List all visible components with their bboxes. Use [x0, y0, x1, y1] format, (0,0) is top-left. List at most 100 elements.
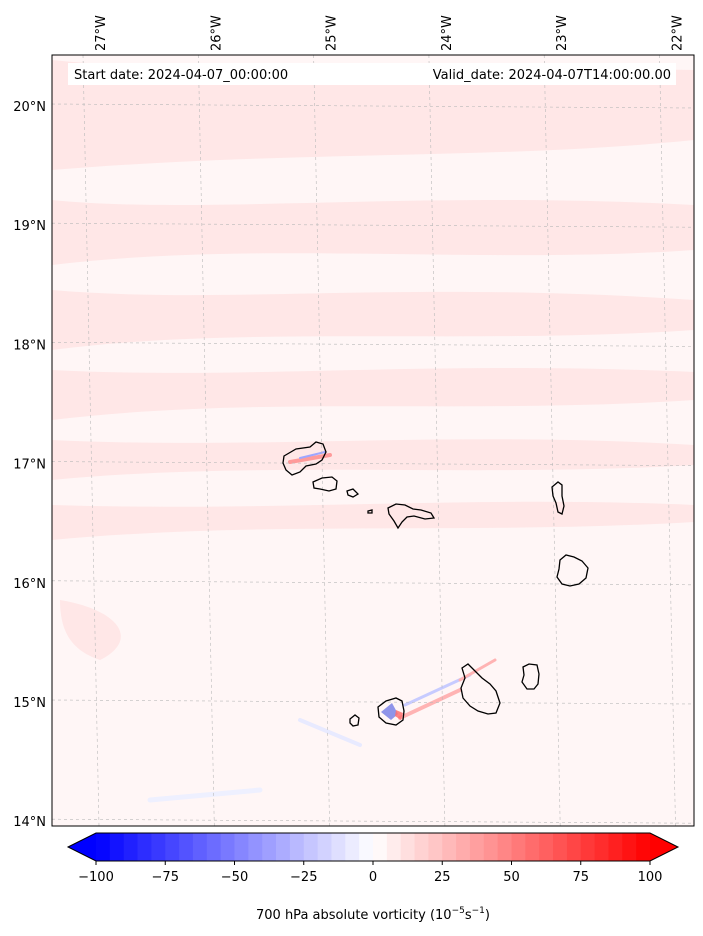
colorbar-segment	[428, 833, 443, 861]
colorbar-segment	[359, 833, 374, 861]
colorbar	[66, 832, 680, 862]
colorbar-segment	[594, 833, 609, 861]
colorbar-extend-high	[650, 833, 678, 861]
longitude-labels: 27°W 26°W 25°W 24°W 23°W 22°W	[94, 15, 686, 51]
latitude-labels: 20°N 19°N 18°N 17°N 16°N 15°N 14°N	[13, 100, 46, 830]
colorbar-segment	[165, 833, 180, 861]
island-sao-nicolau	[387, 503, 436, 530]
gridline-lon	[313, 54, 330, 827]
colorbar-segment	[511, 833, 526, 861]
colorbar-segment	[331, 833, 346, 861]
colorbar-segment	[414, 833, 429, 861]
colorbar-segment	[303, 833, 319, 861]
gridline-lat	[51, 580, 695, 586]
gridline-lon	[82, 54, 100, 827]
lat-tick-label: 17°N	[13, 458, 46, 473]
start-date-label: Start date: 2024-04-07_00:00:00	[74, 68, 288, 83]
lat-tick-label: 18°N	[13, 338, 46, 353]
coastlines	[282, 441, 589, 727]
colorbar-tick-label: 75	[572, 870, 589, 885]
colorbar-tick-label: 25	[434, 870, 451, 885]
lat-tick-label: 15°N	[13, 696, 46, 711]
gridline-lat	[51, 103, 695, 109]
colorbar-segment	[373, 833, 388, 861]
island-brava	[349, 714, 360, 727]
colorbar-segment	[497, 833, 512, 861]
gridline-lat	[51, 342, 695, 347]
island-santa-luzia	[346, 488, 360, 498]
gridline-lat	[51, 461, 695, 466]
valid-date-label: Valid_date: 2024-04-07T14:00:00.00	[433, 68, 671, 83]
colorbar-segment	[636, 833, 651, 861]
colorbar-segment	[483, 833, 499, 861]
colorbar-segment	[262, 833, 277, 861]
colorbar-tick-label: −50	[221, 870, 248, 885]
lon-tick-label: 24°W	[440, 15, 455, 51]
colorbar-segment	[469, 833, 485, 861]
islet-branco	[367, 509, 373, 514]
colorbar-segment	[442, 833, 457, 861]
lat-tick-label: 19°N	[13, 219, 46, 234]
gridline-lat	[51, 222, 695, 228]
fogo-vorticity-positive	[395, 710, 403, 720]
lat-tick-label: 16°N	[13, 577, 46, 592]
colorbar-segment	[525, 833, 540, 861]
colorbar-segment	[456, 833, 471, 861]
colorbar-tick-label: 0	[369, 870, 377, 885]
island-santiago	[460, 663, 501, 715]
gridline-lon	[198, 54, 215, 827]
colorbar-segment	[123, 833, 139, 861]
gridlines	[51, 54, 695, 827]
gridline-lat	[51, 699, 695, 705]
colorbar-segment	[96, 833, 111, 861]
colorbar-segment	[400, 833, 416, 861]
map-frame	[51, 54, 695, 827]
colorbar-segment	[137, 833, 152, 861]
island-fogo	[377, 697, 405, 726]
lon-tick-label: 22°W	[671, 15, 686, 51]
lat-tick-label: 14°N	[13, 815, 46, 830]
island-boa-vista	[556, 554, 589, 587]
colorbar-tick-label: −25	[290, 870, 317, 885]
colorbar-segment	[553, 833, 568, 861]
colorbar-extend-low	[68, 833, 96, 861]
lon-tick-label: 23°W	[555, 15, 570, 51]
colorbar-segment	[109, 833, 125, 861]
lat-tick-label: 20°N	[13, 100, 46, 115]
colorbar-segment	[220, 833, 235, 861]
lon-tick-label: 26°W	[209, 15, 224, 51]
colorbar-segment	[608, 833, 623, 861]
colorbar-tick-label: −75	[152, 870, 179, 885]
lon-tick-label: 25°W	[325, 15, 340, 51]
colorbar-segment	[248, 833, 263, 861]
island-sal	[551, 481, 565, 515]
colorbar-ticks: −100 −75 −50 −25 0 25 50 75 100	[78, 861, 662, 885]
colorbar-segment	[566, 833, 582, 861]
island-sao-vicente	[312, 476, 338, 492]
gridline-lon	[659, 54, 676, 827]
colorbar-segment	[345, 833, 360, 861]
colorbar-tick-label: −100	[78, 870, 114, 885]
colorbar-segment	[386, 833, 402, 861]
vorticity-streaks	[147, 451, 497, 803]
date-box	[68, 63, 676, 85]
fogo-vorticity-dipole	[381, 703, 398, 720]
colorbar-segment	[622, 833, 637, 861]
gridline-lon	[428, 54, 446, 827]
colorbar-segment	[179, 833, 194, 861]
colorbar-segment	[151, 833, 166, 861]
colorbar-label: 700 hPa absolute vorticity (10−5s−1)	[256, 906, 490, 923]
colorbar-segment	[192, 833, 208, 861]
colorbar-segment	[206, 833, 222, 861]
island-santo-antao	[282, 441, 327, 476]
colorbar-tick-label: 100	[638, 870, 663, 885]
colorbar-tick-label: 50	[503, 870, 520, 885]
gridline-lat	[51, 818, 695, 824]
colorbar-segment	[289, 833, 305, 861]
colorbar-segment	[580, 833, 596, 861]
colorbar-segment	[539, 833, 554, 861]
vorticity-field	[52, 60, 694, 660]
lon-tick-label: 27°W	[94, 15, 109, 51]
colorbar-segment	[317, 833, 332, 861]
